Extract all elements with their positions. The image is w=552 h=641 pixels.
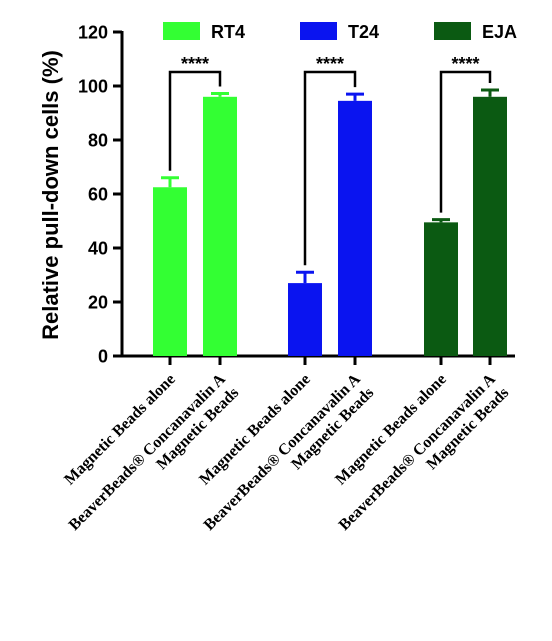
- significance-bracket: [168, 70, 222, 171]
- significance-label: ****: [451, 54, 479, 74]
- significance-label: ****: [181, 54, 209, 74]
- y-tick-label: 20: [88, 293, 108, 313]
- bar: [153, 187, 187, 356]
- significance-label: ****: [316, 54, 344, 74]
- y-tick-label: 120: [78, 23, 108, 43]
- y-tick-label: 60: [88, 185, 108, 205]
- bar: [473, 96, 507, 357]
- y-axis-label: Relative pull-down cells (%): [38, 50, 63, 340]
- error-bars: [161, 88, 499, 284]
- legend-swatch: [300, 22, 337, 40]
- bar: [288, 283, 322, 356]
- bars: [153, 96, 507, 357]
- y-tick-label: 80: [88, 131, 108, 151]
- y-tick-label: 40: [88, 239, 108, 259]
- legend-label: EJA: [482, 22, 517, 42]
- y-tick-label: 0: [98, 347, 108, 367]
- legend-label: T24: [348, 22, 379, 42]
- significance-bracket: [303, 70, 357, 266]
- significance-brackets: **** **** ****: [168, 54, 492, 266]
- legend-swatch: [163, 22, 200, 40]
- bar: [338, 100, 372, 356]
- legend: RT4 T24 EJA: [163, 22, 517, 42]
- significance-bracket: [439, 70, 492, 213]
- bar: [424, 222, 458, 356]
- bar: [203, 96, 237, 357]
- legend-label: RT4: [211, 22, 245, 42]
- legend-swatch: [434, 22, 471, 40]
- y-tick-label: 100: [78, 77, 108, 97]
